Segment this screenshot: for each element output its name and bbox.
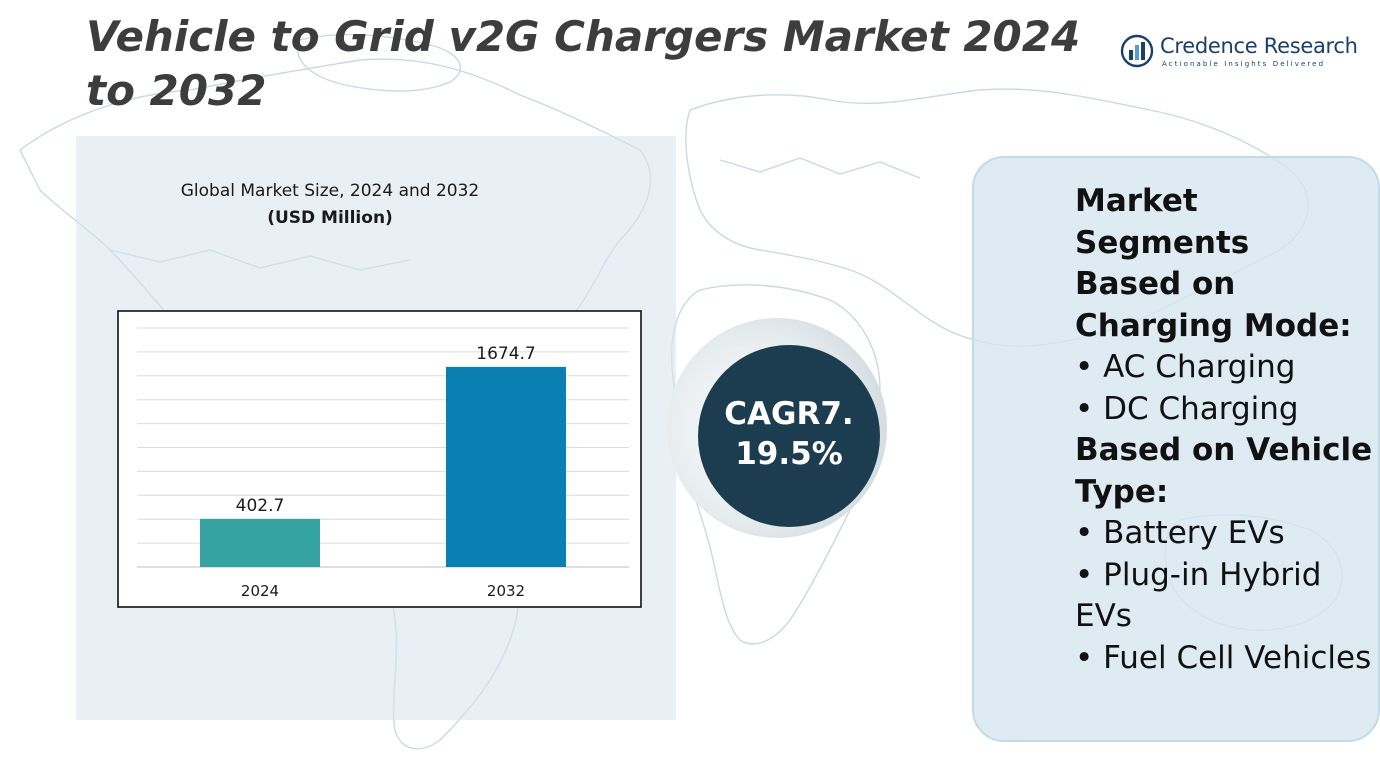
x-tick-label: 2032 xyxy=(487,582,525,600)
data-label: 402.7 xyxy=(236,496,285,516)
segment-group-heading: Based on Charging Mode: xyxy=(1075,266,1352,344)
cagr-value: 19.5% xyxy=(735,436,843,472)
bar-chart: 402.7 2024 1674.7 2032 xyxy=(117,310,642,608)
logo-tagline: Actionable Insights Delivered xyxy=(1162,60,1326,68)
segment-group-heading: Based on Vehicle Type: xyxy=(1075,432,1373,510)
segment-item: • DC Charging xyxy=(1075,390,1299,427)
chart-title: Global Market Size, 2024 and 2032 xyxy=(180,181,480,201)
page-title: Vehicle to Grid v2G Chargers Market 2024… xyxy=(86,12,1081,115)
segments-panel xyxy=(972,156,1380,742)
segment-item: • AC Charging xyxy=(1075,349,1296,385)
x-tick-label: 2024 xyxy=(241,582,279,600)
chart-bars: 402.7 2024 1674.7 2032 xyxy=(200,344,566,600)
segments-heading: Market Segments xyxy=(1075,183,1250,261)
bar-2032 xyxy=(446,366,566,567)
logo-name: Credence Research xyxy=(1160,34,1358,58)
data-label: 1674.7 xyxy=(476,344,535,364)
chart-unit: (USD Million) xyxy=(267,208,393,228)
cagr-badge: CAGR7. 19.5% xyxy=(698,345,880,527)
segment-item: • Fuel Cell Vehicles xyxy=(1075,639,1372,676)
segment-item: • Plug-in Hybrid EVs xyxy=(1075,556,1322,635)
credence-research-logo: Credence Research Actionable Insights De… xyxy=(1120,32,1358,76)
bar-2024 xyxy=(200,518,320,567)
segment-item: • Battery EVs xyxy=(1075,515,1285,551)
segments-list: Market Segments Based on Charging Mode: … xyxy=(1075,181,1375,679)
cagr-label: CAGR7. xyxy=(724,396,854,432)
bar-chart-globe-icon xyxy=(1120,34,1154,68)
